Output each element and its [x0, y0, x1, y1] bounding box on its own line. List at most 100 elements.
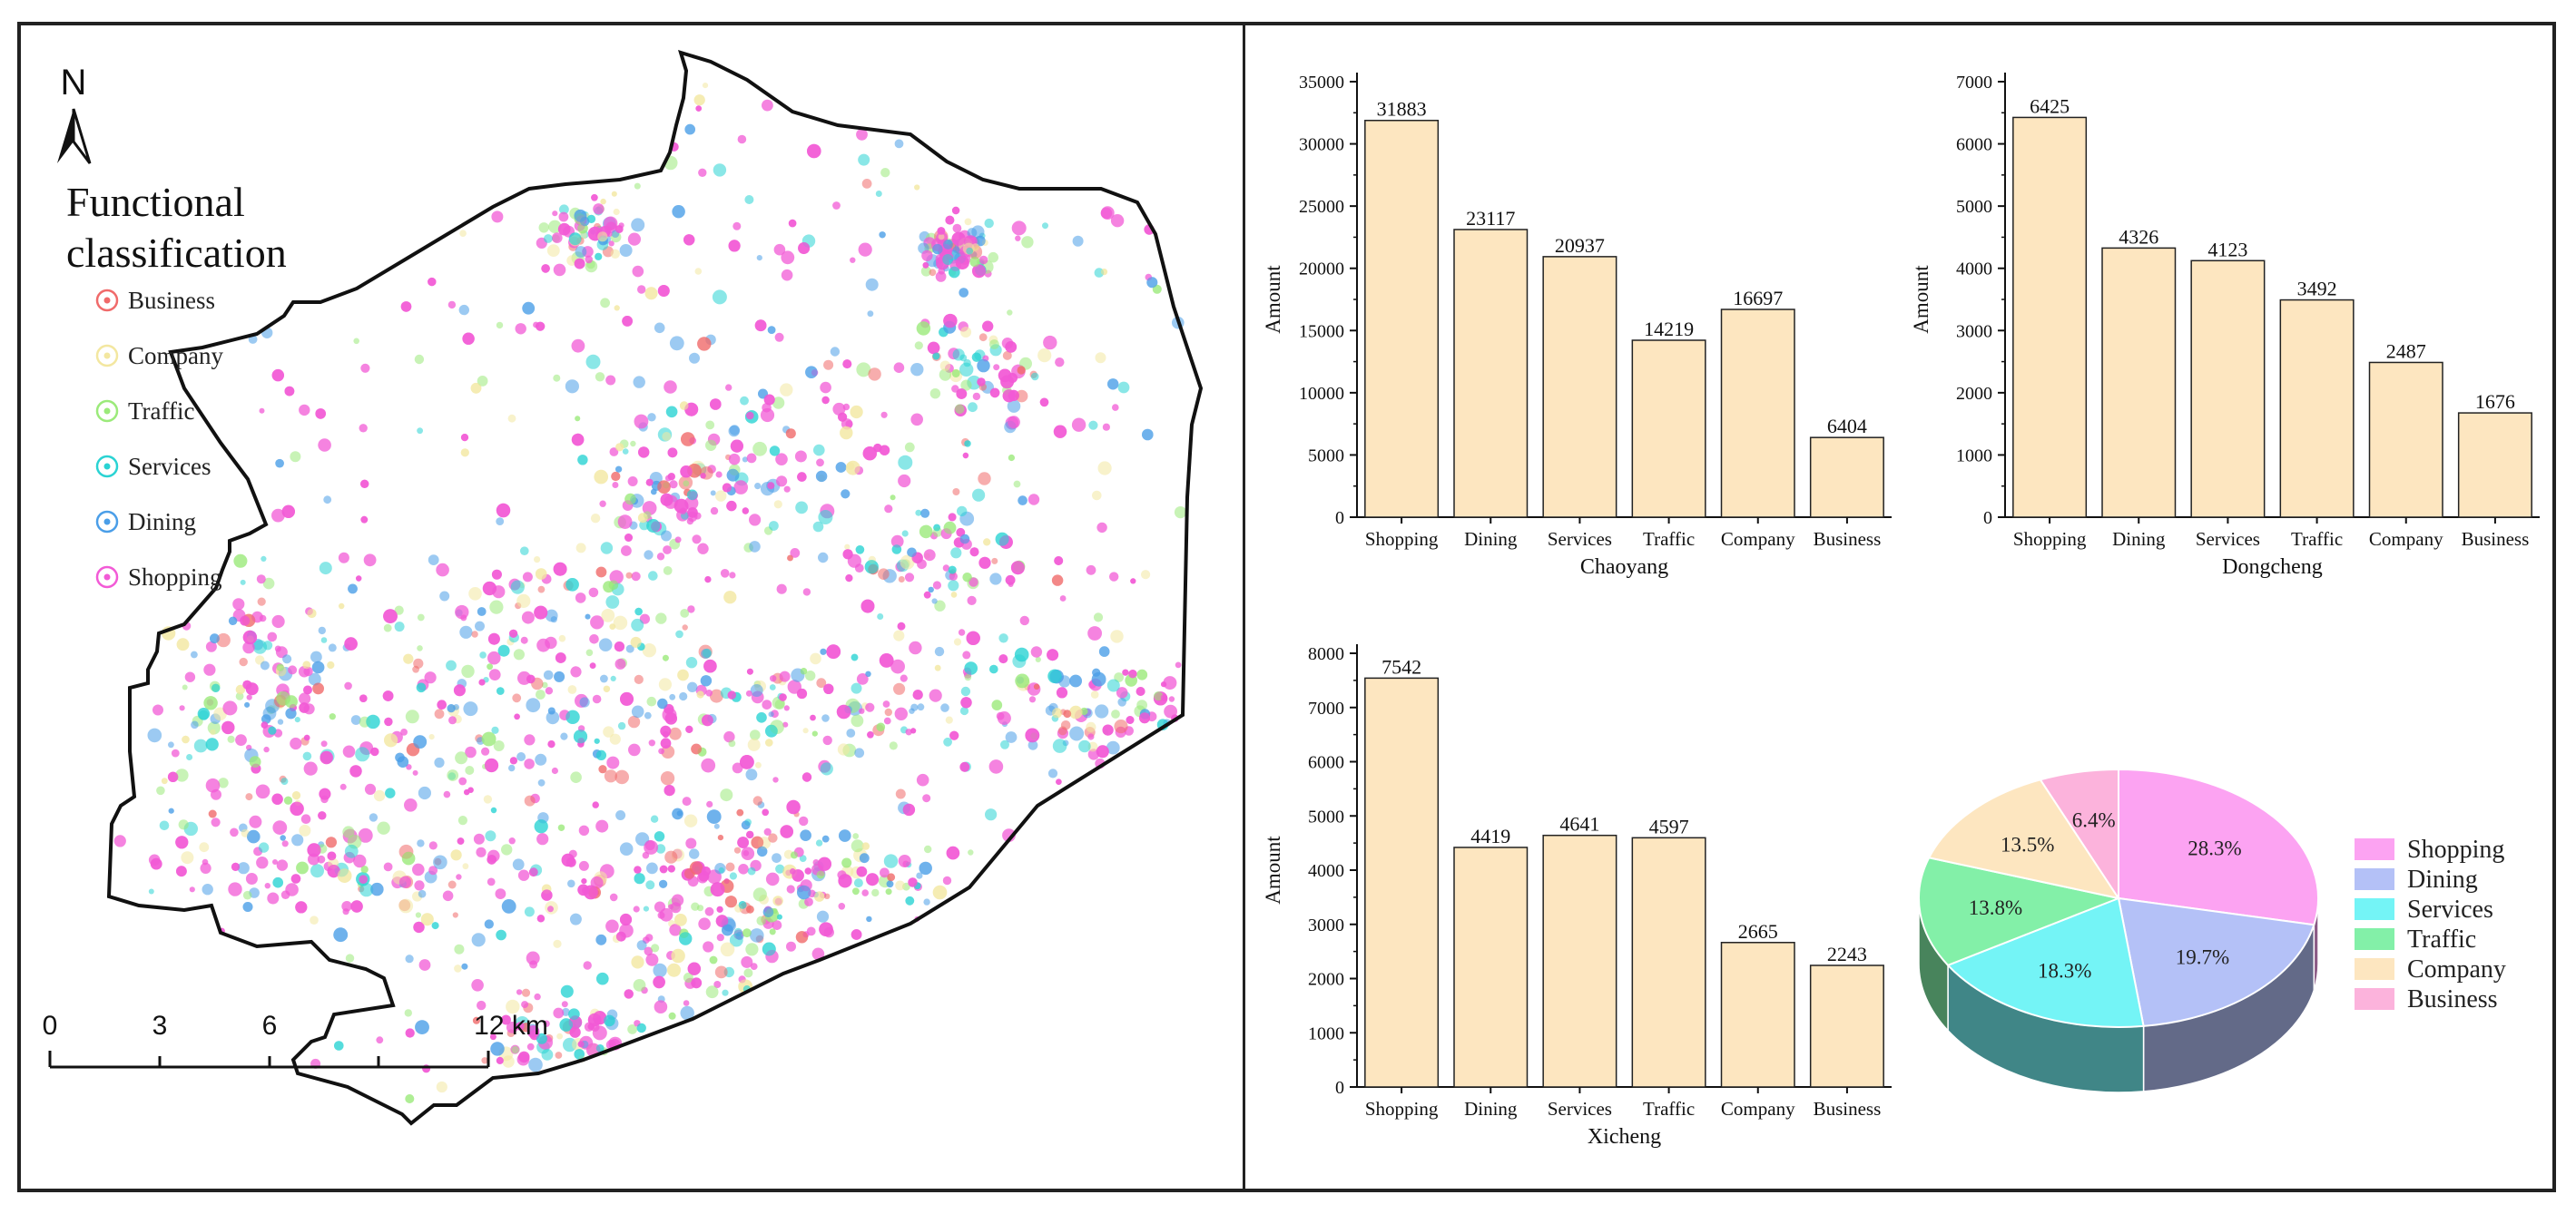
- bar-value-label: 4597: [1649, 815, 1689, 837]
- pie-slice-company: [1927, 778, 2121, 900]
- bar-company: [2368, 361, 2443, 518]
- x-tick-label: Services: [1548, 528, 1612, 550]
- x-tick-label: Dining: [1464, 528, 1518, 550]
- x-tick-label: Shopping: [1365, 528, 1439, 550]
- y-tick-label: 1000: [1308, 1023, 1344, 1043]
- legend-label-traffic: Traffic: [128, 397, 195, 425]
- bar-services: [2190, 259, 2266, 518]
- y-tick-label: 1000: [1956, 446, 1992, 465]
- y-tick-label: 7000: [1308, 699, 1344, 719]
- x-tick-label: Business: [1814, 1098, 1882, 1120]
- pie-slice-business: [2039, 768, 2119, 902]
- bar-value-label: 6425: [2030, 94, 2070, 117]
- y-tick-label: 15000: [1299, 321, 1344, 341]
- legend-marker-dot: [103, 573, 111, 581]
- x-tick-label: Company: [2369, 528, 2443, 550]
- y-tick-label: 0: [1983, 508, 1992, 528]
- charts-panel: 0500010000150002000025000300003500031883…: [1262, 73, 2540, 1149]
- scale-label-6: 6: [262, 1011, 278, 1041]
- bar-value-label: 7542: [1381, 655, 1421, 678]
- bar-value-label: 6404: [1827, 415, 1867, 437]
- pie-legend-label-traffic: Traffic: [2407, 925, 2476, 954]
- bar-traffic: [1631, 339, 1706, 518]
- legend-item-services: Services: [95, 453, 211, 480]
- y-tick-label: 8000: [1308, 644, 1344, 664]
- north-label: N: [61, 63, 87, 103]
- legend-marker-dot: [103, 463, 111, 470]
- poi-points-layer: [113, 83, 1187, 1103]
- bar-value-label: 2665: [1738, 920, 1778, 943]
- bar-value-label: 1676: [2475, 390, 2515, 413]
- bar-shopping: [2012, 116, 2088, 518]
- bar-chart-dongcheng: 0 1000 2000 3000 4000 5000 6000 7000 6425 Shoppin…: [1910, 73, 2540, 579]
- bar-value-label: 14219: [1644, 318, 1694, 340]
- pie-legend-swatch-shopping: [2355, 838, 2394, 860]
- bar-business: [1809, 436, 1884, 518]
- legend-title-line2: classification: [66, 230, 287, 276]
- x-tick-label: Traffic: [1643, 1098, 1695, 1120]
- y-tick-label: 4000: [1956, 259, 1992, 279]
- poi-map: N Functional classification Business Comp…: [43, 50, 1204, 1126]
- pie-legend-label-company: Company: [2407, 955, 2506, 984]
- bar-company: [1720, 308, 1795, 518]
- x-axis-title: Chaoyang: [1580, 555, 1668, 579]
- bar-shopping: [1364, 119, 1440, 518]
- x-tick-label: Business: [2462, 528, 2530, 550]
- bar-value-label: 2487: [2386, 339, 2426, 362]
- x-tick-label: Services: [1548, 1098, 1612, 1120]
- bar-business: [1809, 965, 1884, 1088]
- x-tick-label: Shopping: [2013, 528, 2087, 550]
- pie-slice-dining: [2117, 896, 2315, 1027]
- x-tick-label: Dining: [2112, 528, 2166, 550]
- bar-chart-xicheng: 0 1000 2000 3000 4000 5000 6000 7000 8000 7542 Sho…: [1262, 644, 1892, 1149]
- district-boundary: [106, 50, 1204, 1126]
- x-tick-label: Company: [1721, 1098, 1795, 1120]
- north-arrow-icon: [57, 108, 92, 164]
- y-tick-label: 2000: [1956, 384, 1992, 404]
- bar-value-label: 4641: [1559, 813, 1599, 836]
- x-tick-label: Shopping: [1365, 1098, 1439, 1120]
- bar-traffic: [2279, 299, 2355, 518]
- bar-business: [2457, 412, 2532, 518]
- y-tick-label: 10000: [1299, 384, 1344, 404]
- bar-value-label: 4419: [1470, 825, 1510, 847]
- x-tick-label: Business: [1814, 528, 1882, 550]
- pie-slice-services: [1946, 896, 2145, 1028]
- y-tick-label: 0: [1335, 508, 1344, 528]
- legend-marker-dot: [103, 297, 111, 304]
- bar-chart-chaoyang: 0 5000 10000 15000 20000 25000 30000 35000 31883…: [1262, 73, 1892, 579]
- bar-value-label: 23117: [1466, 207, 1515, 230]
- bar-shopping: [1364, 677, 1440, 1088]
- legend-label-shopping: Shopping: [128, 563, 222, 591]
- y-tick-label: 6000: [1956, 135, 1992, 155]
- legend-item-business: Business: [95, 287, 215, 314]
- x-tick-label: Traffic: [1643, 528, 1695, 550]
- y-axis-title: Amount: [1262, 836, 1284, 905]
- bar-value-label: 4123: [2207, 238, 2247, 260]
- pie-label-dining: 19.7%: [2176, 946, 2229, 969]
- y-tick-label: 35000: [1299, 73, 1344, 93]
- pie-label-traffic: 13.8%: [1969, 896, 2022, 919]
- y-tick-label: 5000: [1308, 446, 1344, 465]
- legend-item-company: Company: [95, 342, 223, 369]
- pie-chart-total: 28.3% 19.7% 18.3% 13.8% 13.5% 6.4% ShoppingDin…: [1918, 768, 2506, 1093]
- legend-item-shopping: Shopping: [95, 563, 222, 591]
- x-axis-title: Dongcheng: [2222, 555, 2323, 579]
- x-axis-title: Xicheng: [1588, 1125, 1661, 1149]
- legend-title-line1: Functional: [66, 179, 245, 225]
- bar-dining: [2101, 247, 2177, 518]
- bar-value-label: 3492: [2297, 278, 2337, 300]
- pie-legend-label-shopping: Shopping: [2407, 836, 2504, 864]
- bar-value-label: 20937: [1555, 234, 1605, 257]
- legend-marker-dot: [103, 407, 111, 415]
- x-tick-label: Services: [2196, 528, 2260, 550]
- bar-dining: [1453, 229, 1529, 518]
- bar-value-label: 2243: [1827, 943, 1867, 965]
- legend-item-dining: Dining: [95, 508, 196, 535]
- pie-label-company: 13.5%: [2001, 833, 2054, 856]
- y-tick-label: 5000: [1956, 197, 1992, 217]
- y-tick-label: 3000: [1956, 321, 1992, 341]
- pie-slice-shopping: [2118, 768, 2319, 926]
- pie-label-business: 6.4%: [2072, 809, 2116, 832]
- pie-legend-label-services: Services: [2407, 896, 2493, 924]
